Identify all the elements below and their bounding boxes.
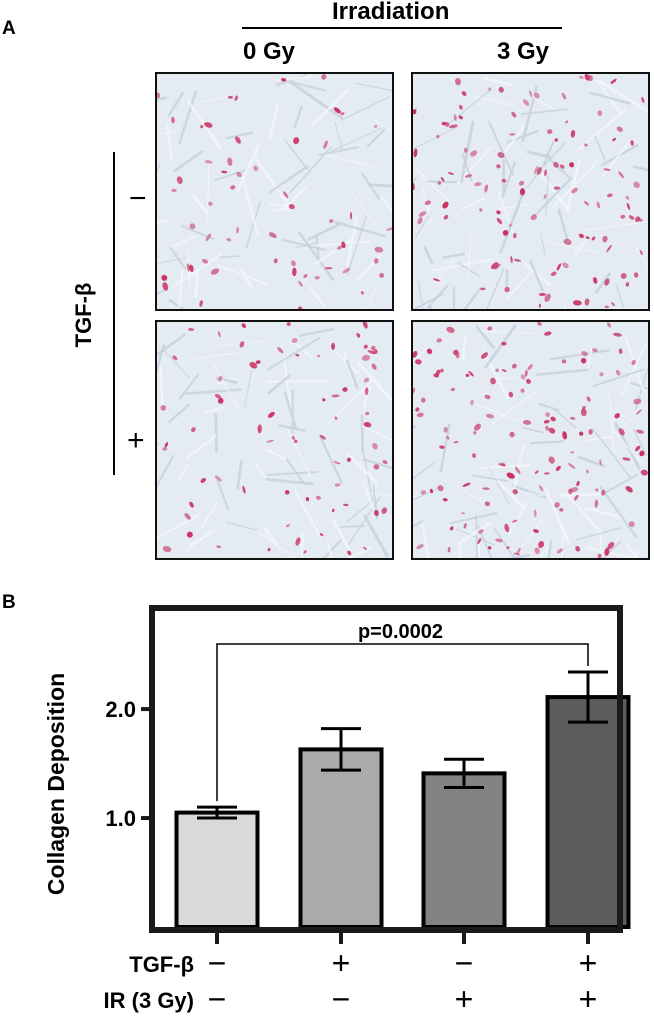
micrograph-3gy-tgf-beta: [411, 320, 650, 560]
condition-sign: +: [579, 981, 598, 1017]
condition-row-label: TGF-β: [129, 952, 194, 977]
irradiation-header: Irradiation: [332, 0, 450, 25]
panel-b-letter: B: [2, 592, 16, 613]
condition-row-label: IR (3 Gy): [104, 988, 194, 1013]
y-tick-label: 2.0: [105, 697, 136, 722]
condition-sign: −: [332, 981, 351, 1017]
panel-a-letter: A: [2, 18, 16, 39]
condition-sign: −: [208, 981, 227, 1017]
micrograph-3gy-untreated: [411, 72, 650, 311]
condition-sign: −: [455, 945, 474, 981]
bar: [545, 695, 631, 929]
p-value-annotation: p=0.0002: [358, 621, 443, 643]
y-axis-label: Collagen Deposition: [43, 673, 69, 895]
column-label-0gy: 0 Gy: [243, 38, 296, 65]
significance-bracket: [216, 643, 589, 802]
condition-sign: +: [579, 945, 598, 981]
micrograph-0gy-untreated: [155, 72, 394, 311]
bar: [298, 747, 384, 930]
condition-sign: +: [455, 981, 474, 1017]
row-label-minus: −: [129, 182, 147, 215]
condition-sign: +: [332, 945, 351, 981]
bar: [421, 771, 507, 930]
tgf-beta-row-header: TGF-β: [71, 282, 96, 348]
micrograph-0gy-tgf-beta: [155, 320, 394, 560]
irradiation-header-line: [242, 27, 562, 29]
chart-frame: [149, 605, 623, 933]
column-label-3gy: 3 Gy: [497, 38, 550, 65]
y-tick-label: 1.0: [105, 806, 136, 831]
tgf-beta-row-line: [113, 152, 115, 475]
condition-sign: −: [208, 945, 227, 981]
row-label-plus: +: [127, 424, 145, 457]
bar: [174, 810, 260, 929]
